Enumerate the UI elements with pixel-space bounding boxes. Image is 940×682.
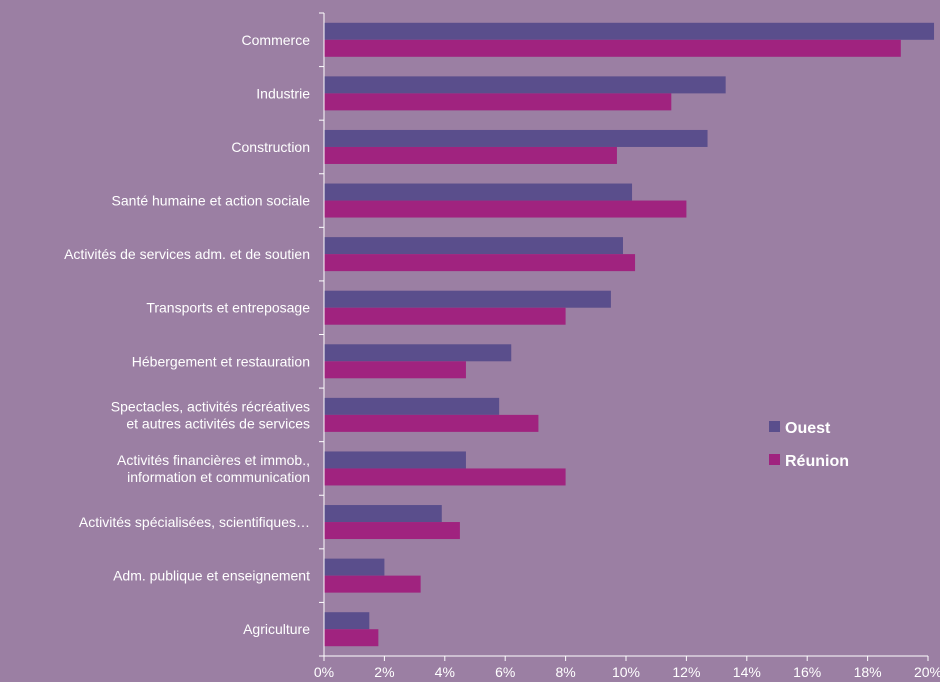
bar-ouest-6: [324, 344, 512, 362]
bar-ouest-5: [324, 290, 611, 308]
axes-layer: [319, 12, 929, 661]
bar-ouest-0: [324, 22, 935, 40]
bar-runion-3: [324, 200, 687, 218]
bar-ouest-3: [324, 183, 633, 201]
x-tick-label-8: 16%: [793, 664, 821, 680]
x-tick-label-2: 4%: [435, 664, 455, 680]
category-label-10: Adm. publique et enseignement: [113, 568, 310, 584]
bar-ouest-1: [324, 76, 726, 94]
x-tick-label-7: 14%: [733, 664, 761, 680]
bar-ouest-9: [324, 505, 442, 523]
category-label-1: Industrie: [256, 85, 310, 101]
legend-label-1: Réunion: [785, 453, 849, 470]
bar-ouest-2: [324, 129, 708, 147]
bar-runion-2: [324, 146, 617, 164]
bar-runion-5: [324, 307, 566, 325]
category-label-11: Agriculture: [243, 621, 310, 637]
x-tick-labels: 0% 2% 4% 6% 8% 10% 12% 14% 16% 18% 20%: [314, 664, 940, 680]
category-label-6: Hébergement et restauration: [132, 353, 310, 369]
x-tick-label-5: 10%: [612, 664, 640, 680]
bars-layer: [324, 22, 935, 647]
category-label-5: Transports et entreposage: [146, 300, 310, 316]
category-label-2: Construction: [231, 139, 310, 155]
x-tick-label-9: 18%: [854, 664, 882, 680]
x-tick-label-1: 2%: [374, 664, 394, 680]
bar-runion-7: [324, 414, 539, 432]
x-tick-label-6: 12%: [672, 664, 700, 680]
category-label-4: Activités de services adm. et de soutien: [64, 246, 310, 262]
bar-runion-4: [324, 254, 636, 272]
bar-runion-1: [324, 93, 672, 111]
legend-swatch-1: [769, 454, 780, 465]
bar-ouest-4: [324, 237, 623, 255]
bar-runion-9: [324, 522, 460, 540]
bar-runion-6: [324, 361, 466, 379]
legend-label-0: Ouest: [785, 420, 831, 437]
legend-swatch-0: [769, 421, 780, 432]
bar-ouest-8: [324, 451, 466, 469]
category-label-0: Commerce: [242, 32, 311, 48]
category-labels: Commerce Industrie Construction Santé humai…: [64, 32, 310, 637]
bar-runion-11: [324, 629, 379, 647]
x-tick-label-3: 6%: [495, 664, 515, 680]
bar-runion-8: [324, 468, 566, 486]
bar-ouest-10: [324, 558, 385, 576]
x-tick-label-10: 20%: [914, 664, 940, 680]
category-label-7: Spectacles, activités récréatives et autr…: [111, 398, 310, 431]
bar-ouest-11: [324, 612, 370, 630]
category-label-9: Activités spécialisées, scientifiques…: [79, 514, 310, 530]
x-tick-label-0: 0%: [314, 664, 334, 680]
category-label-3: Santé humaine et action sociale: [112, 193, 311, 209]
category-label-8: Activités financières et immob., informat…: [117, 452, 310, 485]
x-tick-label-4: 8%: [555, 664, 575, 680]
bar-ouest-7: [324, 397, 500, 415]
bar-runion-10: [324, 575, 421, 593]
legend: Ouest Réunion: [769, 420, 849, 470]
bar-runion-0: [324, 39, 901, 57]
